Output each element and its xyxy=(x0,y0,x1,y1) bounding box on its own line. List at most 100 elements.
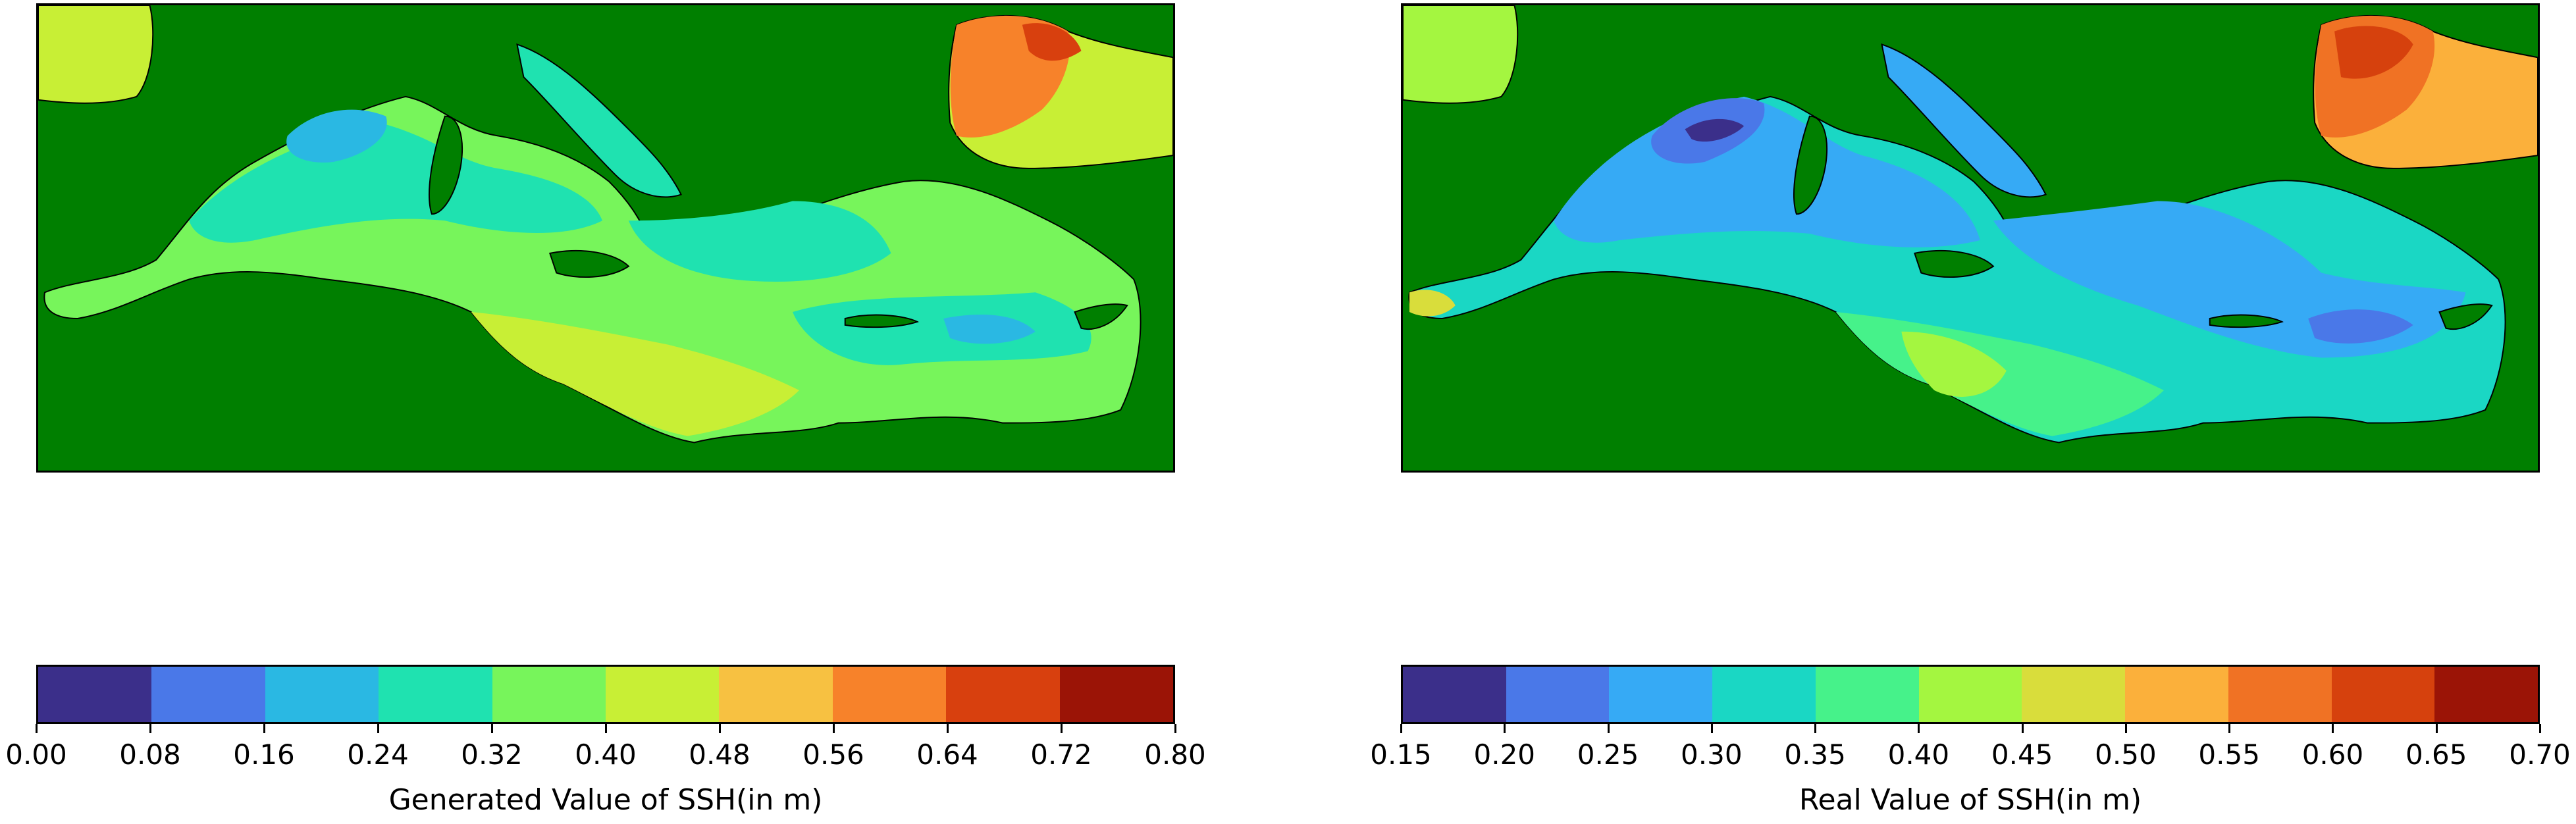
tick-label: 0.20 xyxy=(1473,738,1536,771)
tick-mark xyxy=(719,724,721,733)
tick-mark xyxy=(605,724,607,733)
tick-label: 0.72 xyxy=(1030,738,1092,771)
island-crete xyxy=(844,314,919,328)
tick-mark xyxy=(1400,724,1402,733)
island-sicily xyxy=(548,249,630,278)
tick-mark xyxy=(1504,724,1506,733)
tick-label: 0.40 xyxy=(575,738,637,771)
real-ssh-map-svg xyxy=(1403,5,2538,471)
colorbar-ticks-real: 0.15 0.20 0.25 0.30 0.35 0.40 0.45 0.50 0.55 0.60… xyxy=(1370,724,2571,771)
indigo-zone-levant xyxy=(2308,309,2413,344)
colorbar-segment xyxy=(2022,667,2126,722)
yellow-zone-gibraltar xyxy=(1409,290,1456,317)
tick-mark xyxy=(2228,724,2231,733)
colorbar-segment xyxy=(719,667,833,722)
adriatic xyxy=(516,43,683,198)
generated-ssh-map-svg xyxy=(38,5,1173,471)
colorbar-segment xyxy=(38,667,152,722)
black-sea-hot xyxy=(2334,26,2413,79)
blue-zone-levant xyxy=(943,315,1036,344)
colorbar-segment xyxy=(946,667,1060,722)
tick-mark xyxy=(1814,724,1817,733)
colorbar-segment xyxy=(2434,667,2538,722)
colorbar-segment xyxy=(832,667,947,722)
tick-mark xyxy=(263,724,265,733)
tick-mark xyxy=(2332,724,2334,733)
colorbar-label-generated: Generated Value of SSH(in m) xyxy=(388,783,823,817)
yellow-zone-gulf xyxy=(1901,331,2007,397)
tick-label: 0.80 xyxy=(1144,738,1206,771)
tick-mark xyxy=(1174,724,1176,733)
tick-mark xyxy=(2021,724,2024,733)
island-corsica-sardinia xyxy=(1793,115,1827,215)
tick-label: 0.16 xyxy=(233,738,295,771)
colorbar-ticks-generated: 0.00 0.08 0.16 0.24 0.32 0.40 0.48 0.56 0.64 0.72… xyxy=(5,724,1206,771)
island-corsica-sardinia xyxy=(429,115,463,215)
colorbar-segment xyxy=(1918,667,2022,722)
tick-mark xyxy=(1918,724,1920,733)
tick-label: 0.70 xyxy=(2509,738,2571,771)
colorbar-segment xyxy=(1815,667,1919,722)
tick-mark xyxy=(377,724,379,733)
tick-mark xyxy=(36,724,38,733)
colorbar-segment xyxy=(1059,667,1174,722)
tick-mark xyxy=(1710,724,1713,733)
tick-mark xyxy=(2435,724,2438,733)
tick-label: 0.50 xyxy=(2095,738,2157,771)
atlantic-patch xyxy=(38,5,154,104)
tick-label: 0.08 xyxy=(119,738,181,771)
tick-mark xyxy=(149,724,151,733)
tick-mark xyxy=(833,724,835,733)
tick-label: 0.45 xyxy=(1991,738,2053,771)
cyan-zone-levant xyxy=(793,292,1091,365)
colorbar-real xyxy=(1401,665,2540,724)
deep-zone-ligurian xyxy=(1685,118,1745,142)
colorbar-segment xyxy=(379,667,492,722)
colorbar-segment xyxy=(2228,667,2332,722)
tick-label: 0.35 xyxy=(1784,738,1846,771)
island-sicily xyxy=(1913,249,1995,278)
tick-label: 0.30 xyxy=(1681,738,1743,771)
colorbar-segment xyxy=(1712,667,1816,722)
generated-ssh-map xyxy=(36,3,1175,473)
island-cyprus xyxy=(1074,303,1128,330)
adriatic xyxy=(1881,43,2047,198)
atlantic-patch xyxy=(1403,5,1519,104)
colorbar-segment xyxy=(492,667,606,722)
tick-label: 0.00 xyxy=(5,738,67,771)
colorbar-segment xyxy=(2331,667,2435,722)
tick-label: 0.48 xyxy=(689,738,750,771)
tick-label: 0.60 xyxy=(2301,738,2364,771)
colorbar-segment xyxy=(151,667,265,722)
tick-label: 0.64 xyxy=(916,738,978,771)
colorbar-segment xyxy=(2125,667,2228,722)
tick-mark xyxy=(2124,724,2127,733)
tick-mark xyxy=(2539,724,2541,733)
tick-mark xyxy=(491,724,493,733)
tick-label: 0.25 xyxy=(1577,738,1639,771)
colorbar-segment xyxy=(1609,667,1713,722)
tick-label: 0.15 xyxy=(1370,738,1432,771)
tick-label: 0.40 xyxy=(1887,738,1950,771)
tick-label: 0.65 xyxy=(2405,738,2467,771)
blue-zone-ligurian xyxy=(286,109,387,163)
colorbar-segment xyxy=(1403,667,1506,722)
tick-label: 0.24 xyxy=(347,738,409,771)
tick-label: 0.56 xyxy=(802,738,864,771)
tick-mark xyxy=(1607,724,1610,733)
colorbar-label-real: Real Value of SSH(in m) xyxy=(1799,783,2142,817)
colorbar-generated xyxy=(36,665,1175,724)
real-ssh-map xyxy=(1401,3,2540,473)
colorbar-segment xyxy=(606,667,720,722)
colorbar-segment xyxy=(1506,667,1610,722)
tick-mark xyxy=(947,724,949,733)
tick-label: 0.55 xyxy=(2198,738,2260,771)
tick-label: 0.32 xyxy=(461,738,523,771)
colorbar-segment xyxy=(265,667,379,722)
island-crete xyxy=(2209,314,2284,328)
cyan-zone-ionian xyxy=(628,201,891,282)
yellow-zone-south xyxy=(471,312,799,436)
tick-mark xyxy=(1061,724,1063,733)
black-sea-hot xyxy=(1022,23,1082,61)
island-cyprus xyxy=(2438,303,2493,330)
